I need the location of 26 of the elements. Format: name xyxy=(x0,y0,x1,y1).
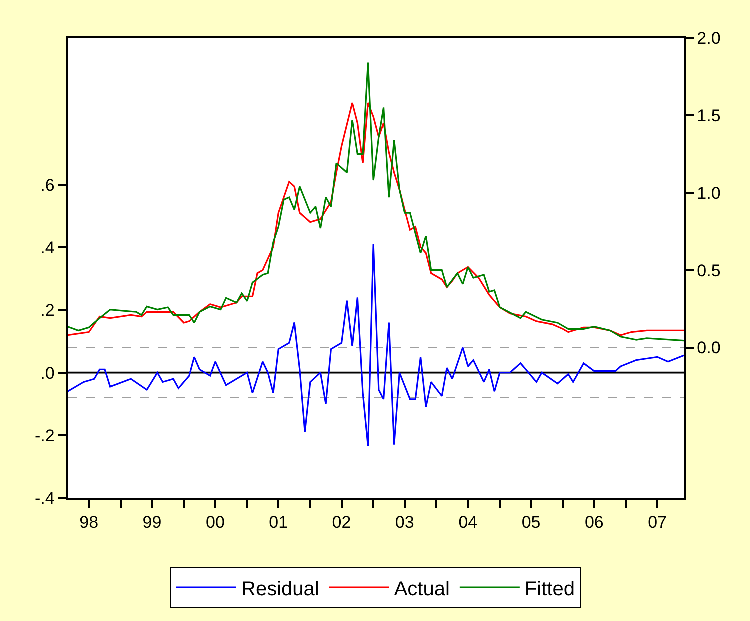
y-tick-label: .4 xyxy=(40,238,55,258)
y2-tick-label: 0.0 xyxy=(697,338,721,358)
y-tick-label: -.2 xyxy=(35,426,55,446)
y2-tick-label: 1.5 xyxy=(697,106,721,126)
y2-tick-label: 0.5 xyxy=(697,261,721,280)
x-tick-label: 02 xyxy=(332,513,352,532)
x-tick-label: 04 xyxy=(458,513,478,532)
x-tick-label: 07 xyxy=(648,513,667,532)
line-series xyxy=(68,62,684,342)
y-tick-label: -.4 xyxy=(35,488,55,508)
x-tick-label: 01 xyxy=(269,513,288,532)
x-tick-label: 99 xyxy=(142,513,162,532)
legend-label: Actual xyxy=(394,578,450,600)
x-tick-label: 05 xyxy=(522,513,541,532)
legend-label: Fitted xyxy=(524,578,575,600)
y2-tick-label: 1.0 xyxy=(697,184,721,203)
x-tick-label: 98 xyxy=(80,513,99,532)
y-tick-label: .6 xyxy=(40,176,55,196)
y-tick-label: .0 xyxy=(40,364,55,383)
legend-label: Residual xyxy=(242,578,320,600)
x-tick-label: 06 xyxy=(584,513,604,532)
y-tick-label: .2 xyxy=(40,301,55,320)
line-series xyxy=(68,102,684,336)
y2-tick-label: 2.0 xyxy=(697,28,721,48)
x-tick-label: 03 xyxy=(395,513,414,532)
x-tick-label: 00 xyxy=(206,513,225,532)
